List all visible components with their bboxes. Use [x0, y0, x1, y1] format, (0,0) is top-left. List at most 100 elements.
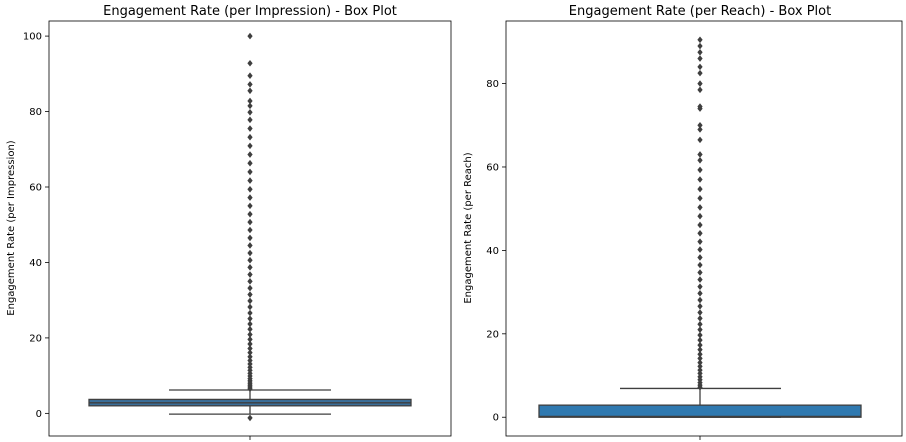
y-tick-label-impression: 60: [29, 183, 42, 194]
outlier-point-impression: [247, 102, 253, 110]
plot-frame-impression: [48, 20, 452, 437]
outlier-point-reach: [697, 290, 703, 297]
outlier-point-reach: [697, 86, 703, 94]
outlier-point-reach: [697, 296, 703, 304]
outlier-point-reach: [697, 103, 703, 110]
outlier-point-reach: [697, 63, 703, 71]
outlier-point-impression: [247, 357, 253, 364]
outlier-point-impression: [247, 87, 253, 95]
outlier-point-reach: [697, 48, 703, 56]
y-tick-label-reach: 80: [486, 79, 499, 90]
outlier-point-impression: [247, 264, 253, 271]
y-tick-label-reach: 20: [486, 329, 499, 340]
outlier-point-impression: [247, 81, 253, 88]
outlier-point-reach: [697, 276, 703, 283]
outlier-point-impression: [247, 59, 253, 67]
outlier-point-reach: [697, 373, 703, 381]
outlier-point-reach: [697, 194, 703, 202]
outlier-point-reach: [697, 269, 703, 276]
y-axis-label-reach: Engagement Rate (per Reach): [463, 152, 474, 303]
outlier-point-reach: [697, 42, 703, 50]
outlier-point-reach: [697, 320, 703, 328]
outlier-point-impression: [247, 320, 253, 328]
outlier-point-impression: [247, 303, 253, 311]
outlier-point-impression: [247, 278, 253, 285]
outlier-point-reach: [697, 261, 703, 269]
outlier-point-impression: [247, 159, 253, 167]
outlier-point-impression: [247, 414, 253, 422]
outlier-point-impression: [247, 249, 253, 257]
outlier-point-reach: [697, 176, 703, 183]
outlier-point-reach: [697, 80, 703, 87]
outlier-point-reach: [697, 355, 703, 362]
outlier-point-reach: [697, 246, 703, 253]
outlier-point-impression: [247, 364, 253, 371]
outlier-point-impression: [247, 349, 253, 356]
outlier-point-impression: [247, 168, 253, 176]
y-tick-label-impression: 100: [23, 32, 42, 43]
outlier-point-reach: [697, 55, 703, 62]
outlier-point-impression: [247, 256, 253, 264]
y-tick-label-reach: 60: [486, 162, 499, 173]
outlier-point-reach: [697, 366, 703, 374]
outlier-point-reach: [697, 221, 703, 229]
outlier-point-reach: [697, 302, 703, 310]
outlier-point-reach: [697, 151, 703, 158]
outlier-point-impression: [247, 133, 253, 141]
outlier-point-reach: [697, 336, 703, 344]
outlier-point-reach: [697, 315, 703, 322]
outlier-point-impression: [247, 194, 253, 201]
outlier-point-impression: [247, 309, 253, 317]
outlier-point-reach: [697, 363, 703, 370]
plot-area-impression: 0 20 40 60 80 100: [23, 20, 452, 440]
plot-area-reach: 0 20 40 60 80: [486, 20, 903, 440]
y-tick-label-impression: 20: [29, 333, 42, 344]
y-tick-label-impression: 40: [29, 258, 42, 269]
outlier-point-impression: [247, 72, 253, 80]
outlier-point-reach: [697, 341, 703, 349]
y-tick-label-impression: 0: [36, 409, 42, 420]
outlier-point-reach: [697, 350, 703, 358]
outlier-point-impression: [247, 291, 253, 298]
outlier-point-impression: [247, 109, 253, 116]
outlier-point-reach: [697, 370, 703, 377]
chart-title-impression: Engagement Rate (per Impression) - Box P…: [103, 4, 397, 19]
y-tick-label-reach: 40: [486, 246, 499, 257]
box-iqr-reach: [538, 404, 862, 418]
outlier-point-impression: [247, 297, 253, 305]
outlier-point-reach: [697, 204, 703, 211]
outlier-point-reach: [697, 346, 703, 353]
y-tick-label-reach: 0: [493, 413, 499, 424]
chart-title-reach: Engagement Rate (per Reach) - Box Plot: [569, 4, 831, 19]
outlier-point-impression: [247, 226, 253, 234]
outlier-point-impression: [247, 242, 253, 249]
outlier-point-reach: [697, 136, 703, 144]
outlier-point-impression: [247, 142, 253, 150]
outlier-point-impression: [247, 32, 253, 40]
outlier-point-impression: [247, 218, 253, 226]
outlier-point-reach: [697, 309, 703, 316]
outlier-point-reach: [697, 229, 703, 237]
outlier-point-impression: [247, 315, 253, 322]
outlier-point-reach: [697, 185, 703, 193]
outlier-point-impression: [247, 116, 253, 124]
outlier-point-impression: [247, 340, 253, 348]
outlier-point-impression: [247, 325, 253, 333]
outlier-point-reach: [697, 212, 703, 220]
outlier-point-reach: [697, 69, 703, 77]
outlier-point-reach: [697, 36, 703, 44]
y-axis-label-impression: Engagement Rate (per Impression): [6, 140, 17, 315]
outlier-point-impression: [247, 97, 253, 105]
outlier-point-impression: [247, 234, 253, 242]
outlier-point-reach: [697, 254, 703, 261]
outlier-point-impression: [247, 336, 253, 343]
outlier-point-impression: [247, 271, 253, 278]
outlier-point-reach: [697, 157, 703, 164]
outlier-point-impression: [247, 210, 253, 218]
outlier-point-reach: [697, 166, 703, 174]
outlier-point-impression: [247, 353, 253, 361]
outlier-point-reach: [697, 126, 703, 133]
outlier-point-impression: [247, 151, 253, 158]
outlier-point-reach: [697, 238, 703, 245]
